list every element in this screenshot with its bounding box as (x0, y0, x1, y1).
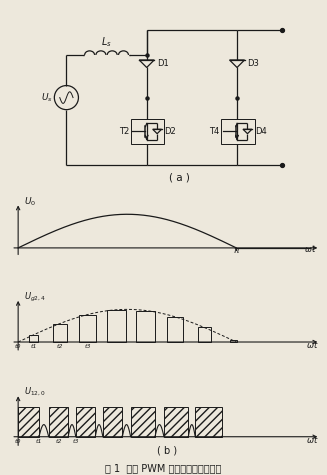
Bar (195, 407, 222, 437)
Text: t2: t2 (55, 439, 62, 444)
Bar (76, 407, 95, 437)
Bar (107, 310, 127, 342)
Text: t0: t0 (15, 439, 21, 444)
Text: D2: D2 (164, 127, 176, 136)
Text: D1: D1 (157, 59, 169, 68)
Bar (230, 341, 237, 342)
Text: $U_s$: $U_s$ (41, 91, 53, 104)
Bar (198, 327, 211, 342)
Bar (53, 323, 67, 342)
Text: $\omega t$: $\omega t$ (304, 243, 317, 254)
Text: t0: t0 (15, 344, 21, 349)
Text: T4: T4 (209, 127, 219, 136)
Text: t2: t2 (57, 344, 63, 349)
Text: 图 1  桥式 PWM 变换电路及相关波形: 图 1 桥式 PWM 变换电路及相关波形 (105, 463, 222, 473)
Text: T2: T2 (119, 127, 129, 136)
Text: $\pi$: $\pi$ (232, 246, 240, 255)
Text: D4: D4 (255, 127, 267, 136)
Bar (167, 317, 183, 342)
Text: $\omega t$: $\omega t$ (306, 434, 318, 445)
Text: t3: t3 (73, 439, 79, 444)
Bar (131, 119, 164, 144)
Bar (28, 335, 38, 342)
Text: ( b ): ( b ) (157, 446, 177, 456)
Bar (18, 407, 39, 437)
Text: t1: t1 (30, 344, 37, 349)
Text: t1: t1 (36, 439, 42, 444)
Bar (79, 314, 96, 342)
Text: $U_{g2,4}$: $U_{g2,4}$ (24, 291, 46, 304)
Text: $U_0$: $U_0$ (24, 195, 36, 208)
Text: t3: t3 (84, 344, 91, 349)
Bar (49, 407, 68, 437)
Bar (131, 407, 155, 437)
Bar (103, 407, 122, 437)
Text: $\omega t$: $\omega t$ (306, 339, 318, 350)
Bar (136, 311, 155, 342)
Bar (164, 407, 188, 437)
Text: $L_s$: $L_s$ (101, 36, 112, 49)
Text: $U_{12,0}$: $U_{12,0}$ (24, 386, 45, 398)
Bar (221, 119, 255, 144)
Text: D3: D3 (248, 59, 259, 68)
Text: ( a ): ( a ) (169, 172, 190, 182)
